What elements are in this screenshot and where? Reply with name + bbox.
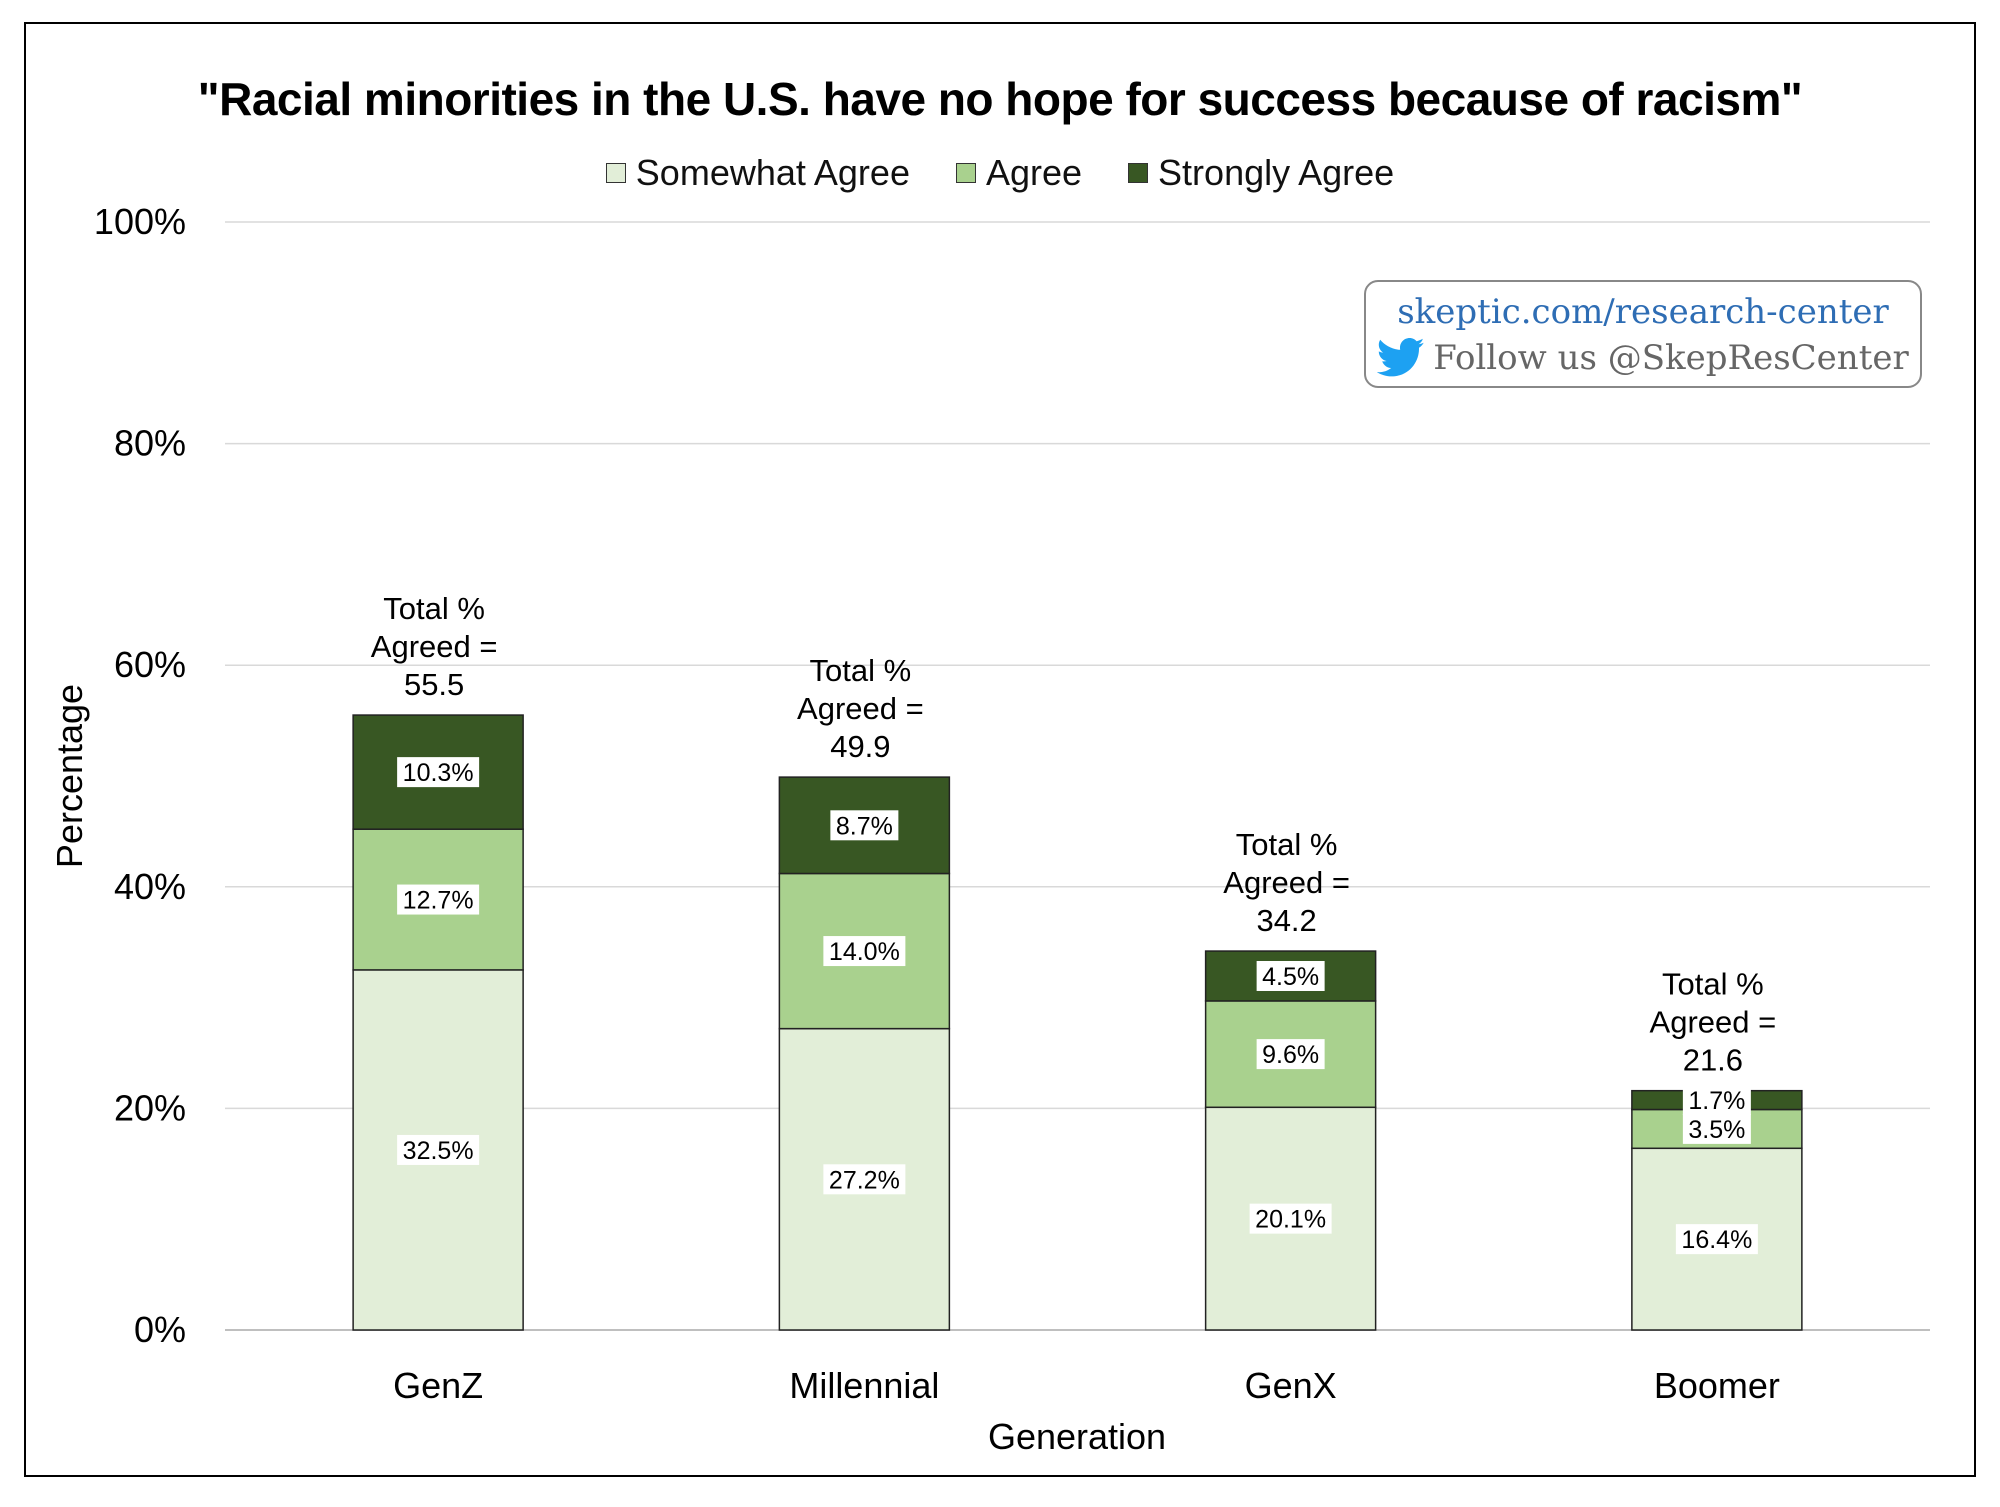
data-label-box [823,936,906,967]
y-tick-label: 60% [114,644,186,685]
legend-label-strongly-agree: Strongly Agree [1158,152,1395,193]
data-label: 12.7% [403,887,474,915]
data-label-box [1682,1113,1751,1144]
data-label: 27.2% [829,1166,900,1194]
legend-swatch-strongly-agree [1128,163,1149,183]
data-label: 10.3% [403,759,474,787]
data-label: 16.4% [1681,1226,1752,1254]
data-label: 8.7% [836,812,893,840]
x-tick-label: Millennial [789,1365,939,1406]
y-tick-label: 80% [114,423,186,464]
total-annotation: 49.9 [830,729,890,764]
chart-title: "Racial minorities in the U.S. have no h… [197,73,1803,125]
total-annotation: 55.5 [404,667,464,702]
legend-swatch-somewhat-agree [605,163,626,183]
legend-item-agree: Agree [955,152,1083,194]
y-tick-label: 40% [114,866,186,907]
data-label-box [1256,960,1325,991]
data-label: 1.7% [1688,1087,1745,1115]
data-label-box [830,810,899,841]
follow-handle: Follow us @SkepResCenter [1433,338,1909,378]
website-link[interactable]: skeptic.com/research-center [1397,292,1889,332]
data-label-box [1249,1203,1332,1234]
total-annotation: 34.2 [1256,903,1316,938]
data-label-box [397,1134,480,1165]
follow-row[interactable]: Follow us @SkepResCenter [1366,334,1920,382]
data-label-box [1682,1085,1751,1116]
total-annotation: Total % [1662,967,1764,1002]
total-annotation: Agreed = [1223,865,1350,900]
data-label: 32.5% [403,1137,474,1165]
data-label: 4.5% [1262,963,1319,991]
total-annotation: Total % [810,653,912,688]
y-tick-label: 100% [94,201,186,242]
x-tick-label: Boomer [1654,1365,1780,1406]
x-tick-label: GenZ [393,1365,483,1406]
x-tick-label: GenX [1245,1365,1337,1406]
y-tick-label: 20% [114,1087,186,1128]
chart-frame [24,22,1976,1477]
y-axis-label: Percentage [49,683,90,869]
total-annotation: Total % [1236,827,1338,862]
data-label: 20.1% [1255,1206,1326,1234]
total-annotation: Total % [383,591,485,626]
data-label: 9.6% [1262,1041,1319,1069]
legend: Somewhat Agree Agree Strongly Agree [0,152,2000,194]
data-label-box [1675,1224,1758,1255]
x-axis-label: Generation [987,1416,1167,1457]
research-center-badge[interactable]: skeptic.com/research-center Follow us @S… [1364,280,1922,388]
total-annotation: Agreed = [797,691,924,726]
total-annotation: 21.6 [1683,1043,1743,1078]
data-label: 14.0% [829,938,900,966]
twitter-bird-icon [1377,338,1425,377]
data-label-box [397,757,480,788]
total-annotation: Agreed = [1650,1005,1777,1040]
legend-item-somewhat-agree: Somewhat Agree [605,152,910,194]
data-label-box [397,884,480,915]
legend-swatch-agree [955,163,976,183]
data-label-box [823,1164,906,1195]
legend-label-somewhat-agree: Somewhat Agree [635,152,910,193]
total-annotation: Agreed = [371,629,498,664]
legend-label-agree: Agree [985,152,1083,193]
y-tick-label: 0% [134,1309,186,1350]
data-label: 3.5% [1688,1116,1745,1144]
legend-item-strongly-agree: Strongly Agree [1128,152,1394,194]
data-label-box [1256,1039,1325,1070]
